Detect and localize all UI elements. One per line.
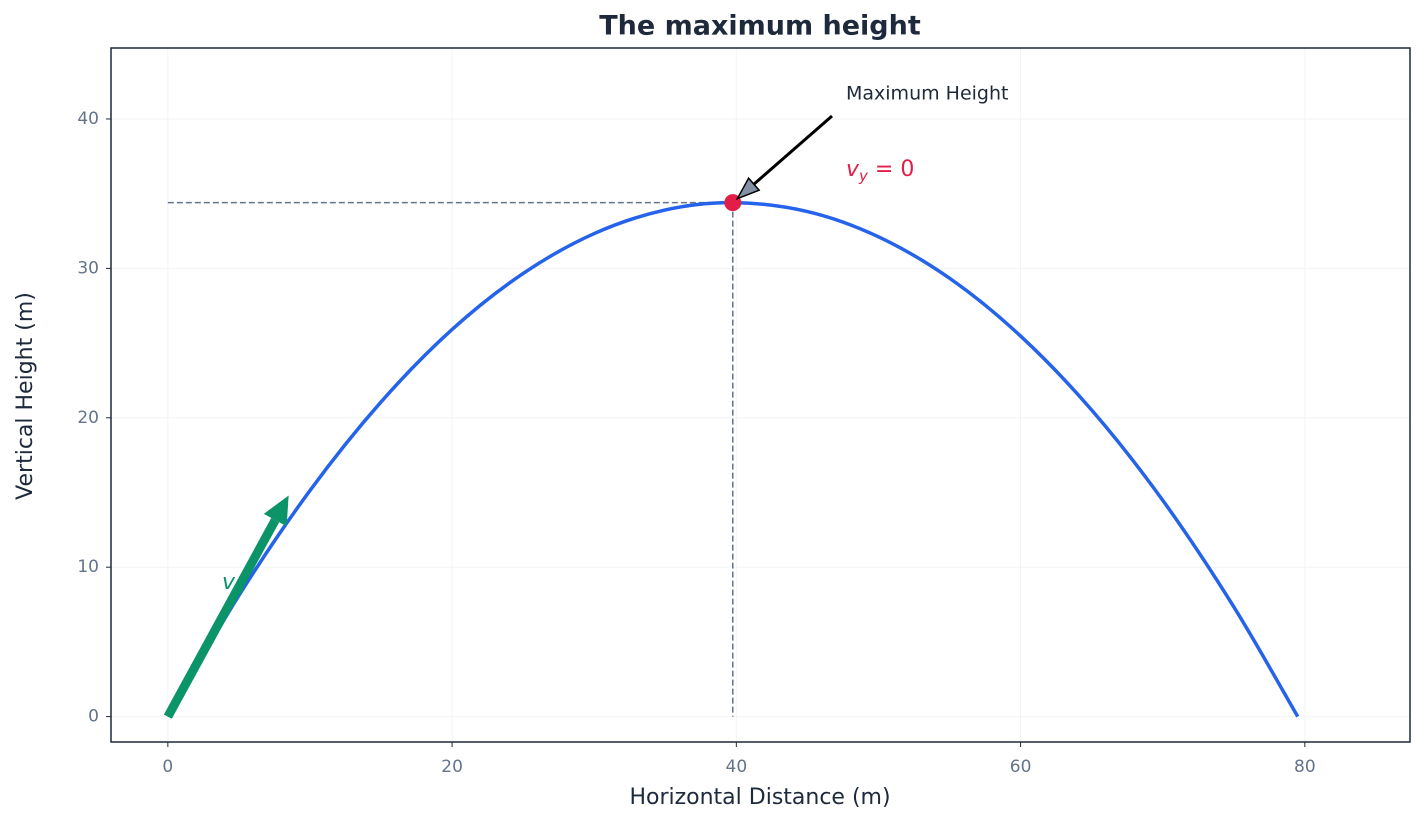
x-tick-label: 60 xyxy=(1010,757,1032,777)
x-tick-label: 40 xyxy=(726,757,748,777)
y-tick-label: 20 xyxy=(77,408,99,428)
x-tick-label: 0 xyxy=(162,757,173,777)
annotation-arrow-head xyxy=(735,176,761,201)
launch-vector-shaft xyxy=(163,517,280,719)
y-axis-label: Vertical Height (m) xyxy=(13,292,38,500)
y-tick-label: 30 xyxy=(77,258,99,278)
chart-title: The maximum height xyxy=(599,11,921,42)
vector-label: v0 xyxy=(222,570,245,598)
peak-label: vy = 0 xyxy=(846,157,914,185)
vector-label-subscript: 0 xyxy=(235,580,245,598)
x-tick-label: 80 xyxy=(1294,757,1316,777)
peak-label-rest: = 0 xyxy=(868,157,914,182)
peak-label-symbol: v xyxy=(846,157,860,182)
y-tick-label: 0 xyxy=(88,707,99,727)
y-tick-label: 10 xyxy=(77,557,99,577)
launch-vector-head xyxy=(263,495,289,527)
peak-label-subscript: y xyxy=(858,167,869,185)
plot-frame xyxy=(110,47,1411,743)
plot-area xyxy=(166,200,1300,718)
vector-label-symbol: v xyxy=(222,570,236,595)
annotation-arrow xyxy=(752,114,833,186)
x-tick-label: 20 xyxy=(441,757,463,777)
annotation-text: Maximum Height xyxy=(846,83,1008,105)
x-axis-label: Horizontal Distance (m) xyxy=(629,785,890,810)
y-tick-label: 40 xyxy=(77,109,99,129)
